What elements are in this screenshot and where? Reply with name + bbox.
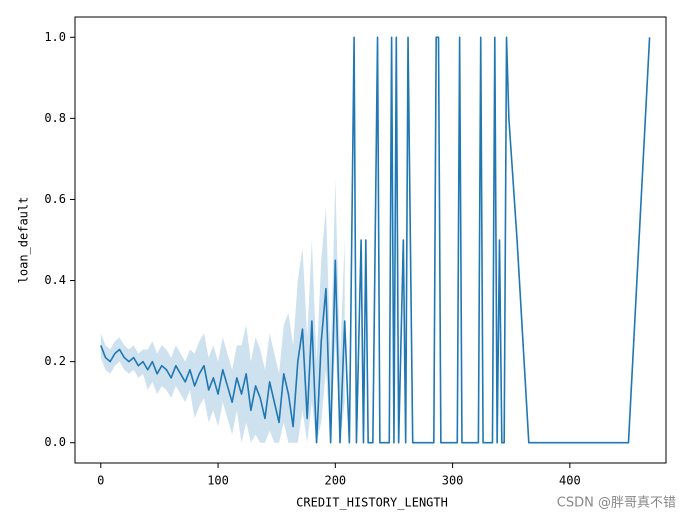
y-tick-label: 0.8 (44, 111, 66, 125)
y-tick-label: 0.2 (44, 354, 66, 368)
x-tick-label: 400 (559, 474, 581, 488)
y-axis-label: loan_default (17, 197, 31, 284)
watermark: CSDN @胖哥真不错 (557, 496, 676, 511)
line (100, 36, 651, 444)
y-tick-label: 0.6 (44, 192, 66, 206)
x-axis-label: CREDIT_HISTORY_LENGTH (296, 496, 448, 510)
x-tick-label: 200 (324, 474, 346, 488)
x-tick-label: 100 (207, 474, 229, 488)
y-tick-label: 0.0 (44, 435, 66, 449)
axes-frame (74, 16, 667, 464)
y-tick-label: 0.4 (44, 273, 66, 287)
x-tick-label: 0 (97, 474, 104, 488)
y-tick-label: 1.0 (44, 30, 66, 44)
x-tick-label: 300 (442, 474, 464, 488)
